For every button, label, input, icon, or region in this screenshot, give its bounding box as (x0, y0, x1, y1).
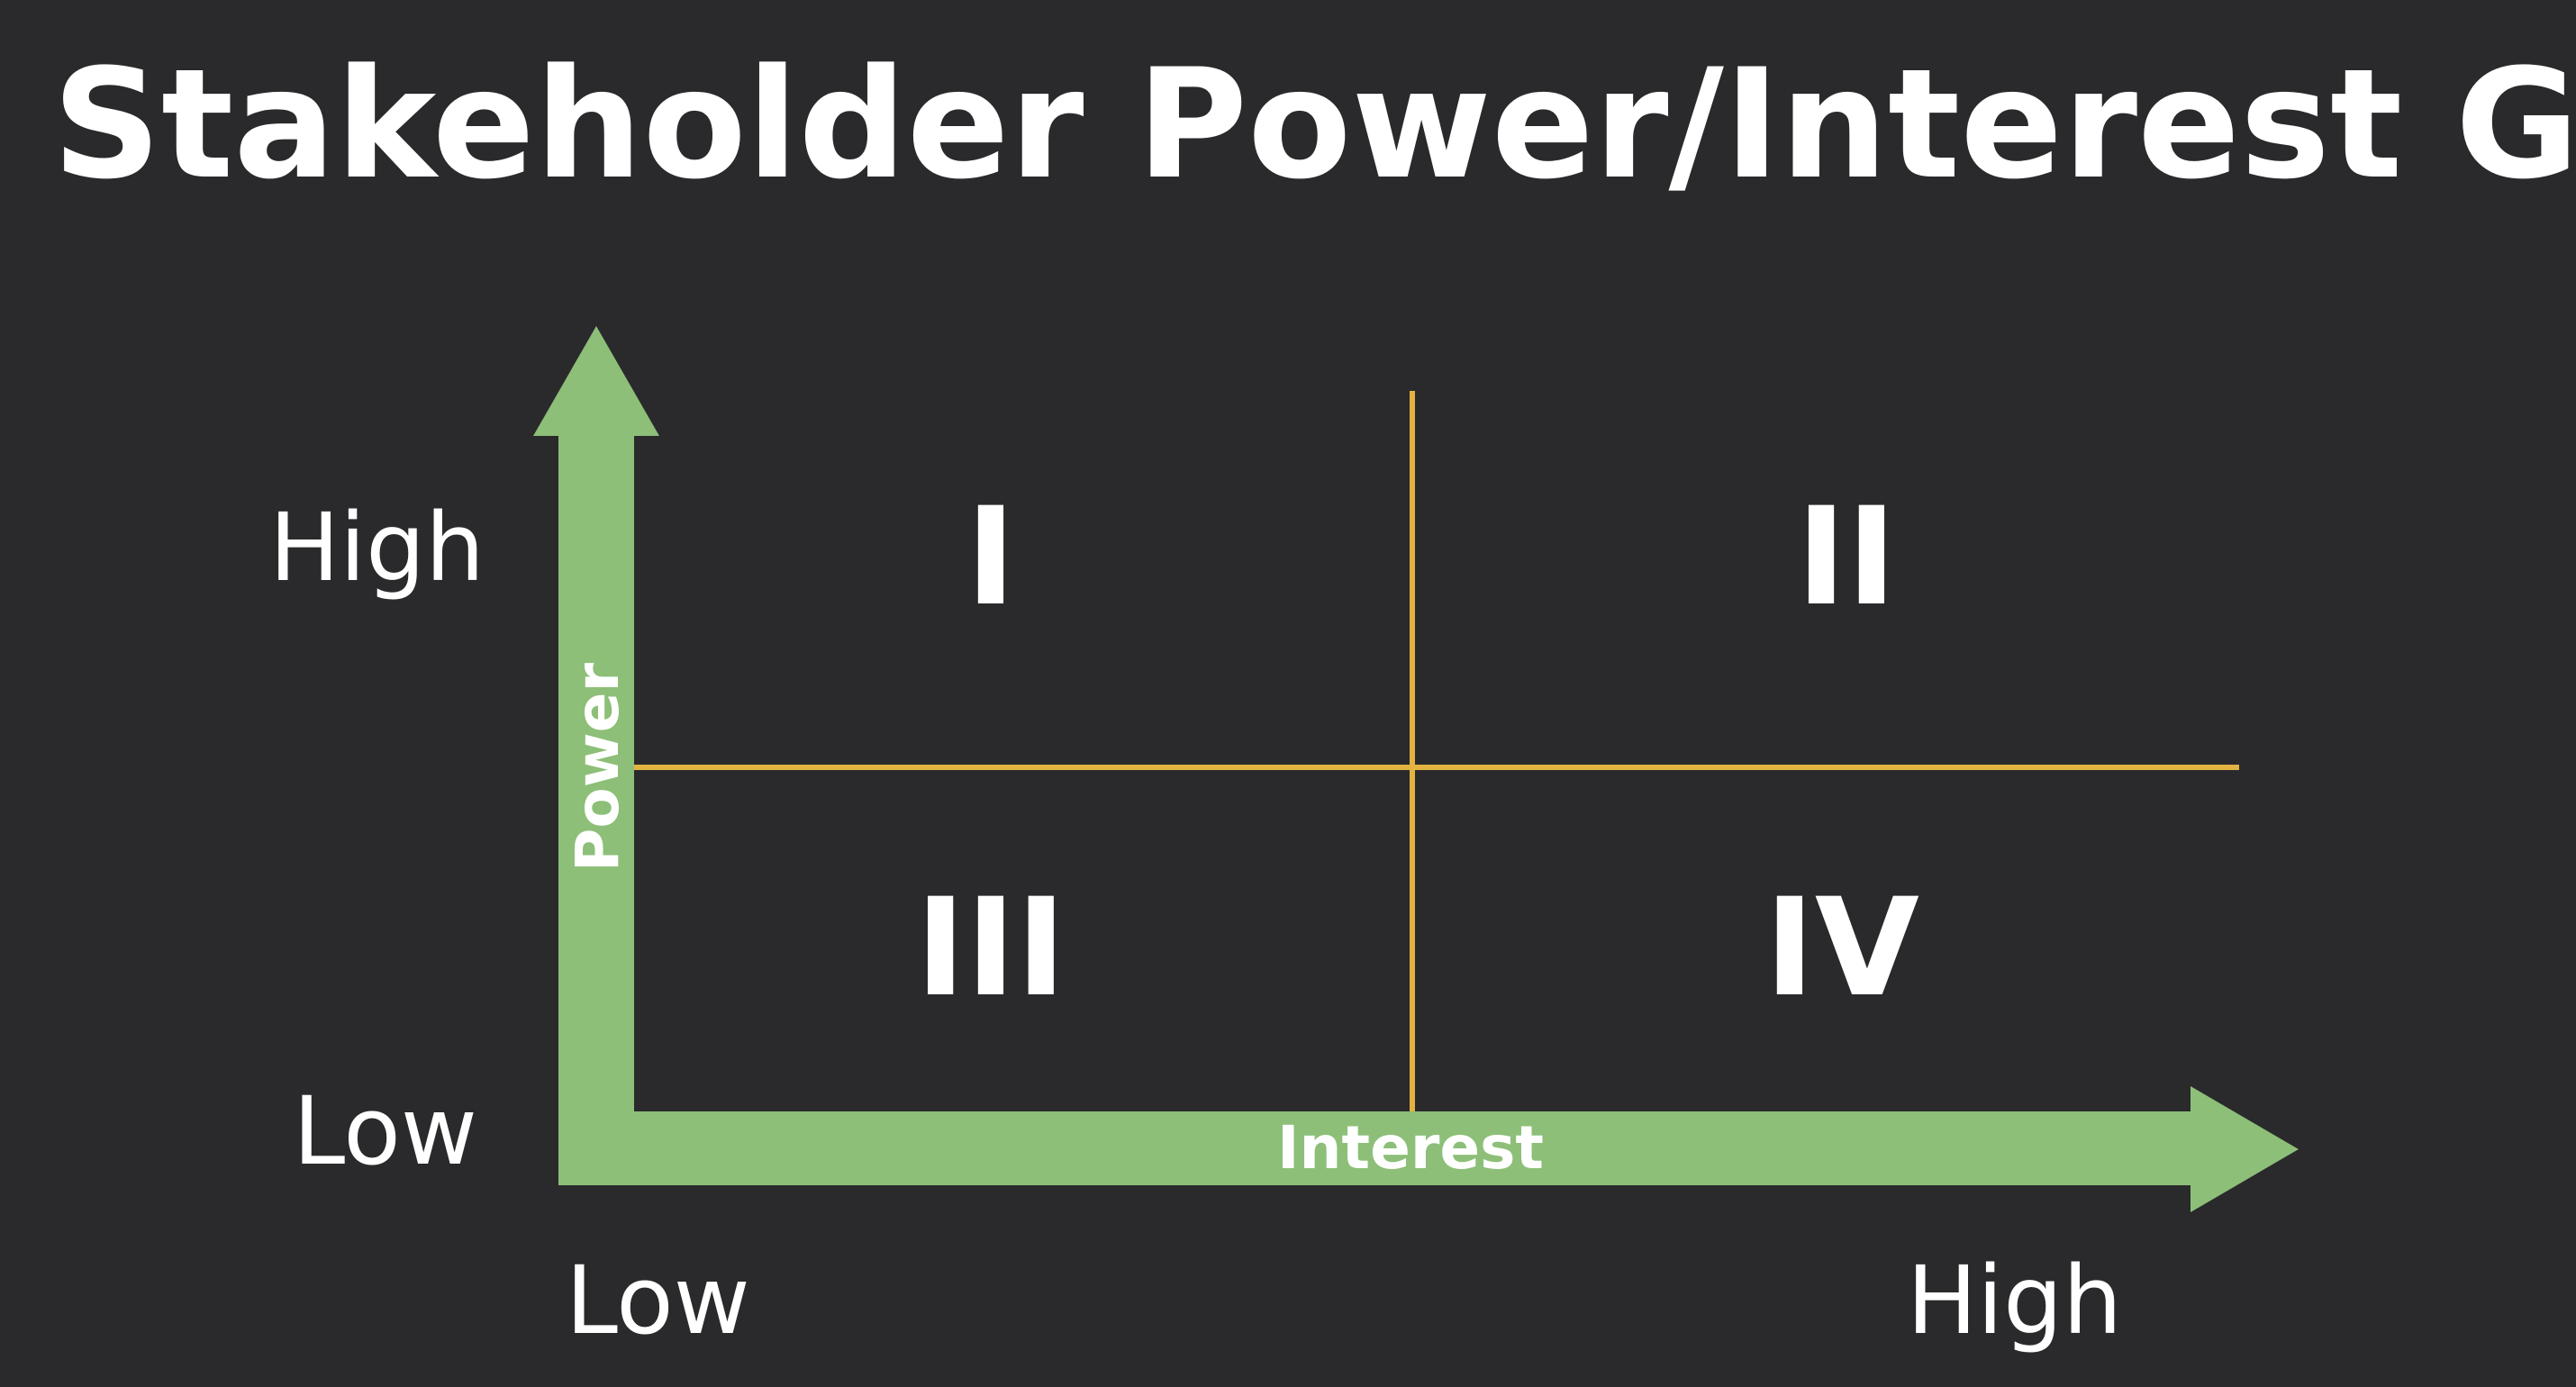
quadrant-numeral-top-right: II (1796, 479, 1897, 636)
interest-axis-shaft (558, 1111, 2198, 1185)
power-axis-arrow (533, 326, 659, 1185)
interest-axis-arrow (558, 1086, 2299, 1212)
power-high-label: High (269, 493, 485, 603)
interest-high-label: High (1907, 1246, 2122, 1355)
slide-title: Stakeholder Power/Interest Grid (52, 36, 2576, 213)
interest-axis-name: Interest (1277, 1113, 1544, 1183)
quadrant-numeral-top-left: I (966, 479, 1016, 636)
quadrant-numeral-bottom-left: III (915, 870, 1066, 1027)
quadrant-numeral-bottom-right: IV (1764, 870, 1919, 1027)
power-axis-name: Power (563, 663, 632, 872)
interest-axis-arrowhead (2191, 1086, 2299, 1212)
power-axis-arrowhead (533, 326, 659, 436)
interest-low-label: Low (566, 1246, 750, 1355)
power-low-label: Low (293, 1076, 477, 1186)
power-axis-shaft (558, 432, 634, 1185)
